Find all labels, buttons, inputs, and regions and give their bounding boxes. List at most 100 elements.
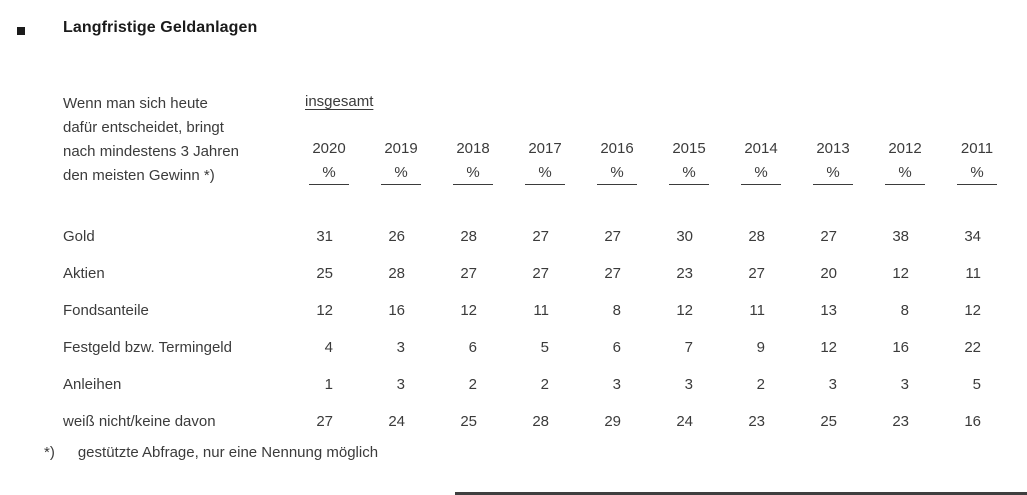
table-row: Aktien 25 28 27 27 27 23 27 20 12 11	[63, 255, 1013, 292]
percent-sign: %	[741, 164, 781, 185]
year-header-2019: 2019	[384, 140, 418, 157]
value-cell-2015: 24	[676, 413, 693, 430]
percent-header-2017: %	[509, 164, 581, 190]
value-cell-2011: 11	[965, 265, 981, 282]
value-cell-2018: 6	[468, 339, 477, 356]
year-header-2016: 2016	[600, 140, 634, 157]
value-cell-2011: 22	[964, 339, 981, 356]
question-line: den meisten Gewinn *)	[63, 167, 215, 184]
value-cell-2016: 29	[604, 413, 621, 430]
percent-header-2019: %	[365, 164, 437, 190]
value-cell-2017: 27	[532, 265, 549, 282]
value-cell-2020: 27	[316, 413, 333, 430]
value-cell-2018: 12	[460, 302, 477, 319]
value-cell-2020: 12	[316, 302, 333, 319]
year-header-2011: 2011	[960, 140, 994, 157]
value-cell-2016: 6	[612, 339, 621, 356]
percent-sign: %	[813, 164, 853, 185]
row-label: Aktien	[63, 265, 105, 282]
percent-sign: %	[525, 164, 565, 185]
value-cell-2020: 31	[316, 228, 333, 245]
percent-header-2020: %	[293, 164, 365, 190]
value-cell-2017: 2	[540, 376, 549, 393]
percent-sign: %	[597, 164, 637, 185]
percent-sign: %	[957, 164, 997, 185]
value-cell-2015: 23	[676, 265, 693, 282]
footnote-text: gestützte Abfrage, nur eine Nennung mögl…	[77, 444, 379, 461]
footnote-marker: *)	[44, 444, 55, 461]
value-cell-2020: 1	[324, 376, 333, 393]
percent-header-2014: %	[725, 164, 797, 190]
year-header-2015: 2015	[672, 140, 706, 157]
value-cell-2013: 20	[820, 265, 837, 282]
value-cell-2019: 24	[388, 413, 405, 430]
value-cell-2013: 27	[820, 228, 837, 245]
value-cell-2018: 27	[460, 265, 477, 282]
percent-header-2012: %	[869, 164, 941, 190]
value-cell-2015: 7	[684, 339, 693, 356]
value-cell-2014: 28	[748, 228, 765, 245]
value-cell-2013: 3	[828, 376, 837, 393]
bottom-edge-bar	[455, 492, 1027, 495]
percent-header-2016: %	[581, 164, 653, 190]
value-cell-2019: 28	[388, 265, 405, 282]
row-label: weiß nicht/keine davon	[63, 413, 216, 430]
value-cell-2017: 5	[540, 339, 549, 356]
value-cell-2018: 28	[460, 228, 477, 245]
year-header-2020: 2020	[312, 140, 346, 157]
value-cell-2013: 13	[820, 302, 837, 319]
value-cell-2016: 27	[604, 228, 621, 245]
value-cell-2013: 25	[820, 413, 837, 430]
value-cell-2020: 4	[324, 339, 333, 356]
row-label: Gold	[63, 228, 95, 245]
value-cell-2017: 27	[532, 228, 549, 245]
value-cell-2012: 23	[892, 413, 909, 430]
spacer-cell	[63, 190, 1013, 218]
year-header-row: 2020 2019 2018 2017 2016 2015 2014 2013 2012 2011	[63, 140, 1013, 164]
footnote: *) gestützte Abfrage, nur eine Nennung m…	[44, 444, 378, 461]
value-cell-2011: 34	[964, 228, 981, 245]
investments-table: 2020 2019 2018 2017 2016 2015 2014 2013 2012 2011…	[63, 140, 1013, 440]
spacer-row	[63, 190, 1013, 218]
value-cell-2015: 12	[676, 302, 693, 319]
value-cell-2016: 27	[604, 265, 621, 282]
year-header-2012: 2012	[888, 140, 922, 157]
value-cell-2011: 5	[972, 376, 981, 393]
value-cell-2012: 38	[892, 228, 909, 245]
value-cell-2014: 2	[756, 376, 765, 393]
percent-sign: %	[885, 164, 925, 185]
value-cell-2017: 28	[532, 413, 549, 430]
bullet-square-icon	[17, 27, 25, 35]
value-cell-2019: 3	[396, 339, 405, 356]
value-cell-2014: 23	[748, 413, 765, 430]
value-cell-2017: 11	[533, 302, 549, 319]
percent-header-2013: %	[797, 164, 869, 190]
percent-header-2018: %	[437, 164, 509, 190]
value-cell-2015: 30	[676, 228, 693, 245]
page-title: Langfristige Geldanlagen	[63, 19, 258, 36]
group-label-insgesamt: insgesamt	[305, 93, 374, 110]
year-header-empty-cell	[63, 140, 293, 164]
row-label: Festgeld bzw. Termingeld	[63, 339, 232, 356]
value-cell-2018: 2	[468, 376, 477, 393]
table-row: Festgeld bzw. Termingeld 4 3 6 5 6 7 9 12 16 22	[63, 329, 1013, 366]
question-line: nach mindestens 3 Jahren	[63, 143, 239, 160]
question-line: Wenn man sich heute	[63, 95, 208, 112]
value-cell-2019: 16	[388, 302, 405, 319]
table-row: Gold 31 26 28 27 27 30 28 27 38 34	[63, 218, 1013, 255]
percent-sign: %	[453, 164, 493, 185]
percent-header-2015: %	[653, 164, 725, 190]
percent-sign: %	[309, 164, 349, 185]
value-cell-2015: 3	[684, 376, 693, 393]
percent-header-2011: %	[941, 164, 1013, 190]
value-cell-2019: 26	[388, 228, 405, 245]
value-cell-2012: 12	[892, 265, 909, 282]
value-cell-2014: 11	[749, 302, 765, 319]
value-cell-2020: 25	[316, 265, 333, 282]
value-cell-2018: 25	[460, 413, 477, 430]
question-text: Wenn man sich heute dafür entscheidet, b…	[63, 92, 303, 188]
value-cell-2019: 3	[396, 376, 405, 393]
table-row: Anleihen 1 3 2 2 3 3 2 3 3 5	[63, 366, 1013, 403]
value-cell-2013: 12	[820, 339, 837, 356]
